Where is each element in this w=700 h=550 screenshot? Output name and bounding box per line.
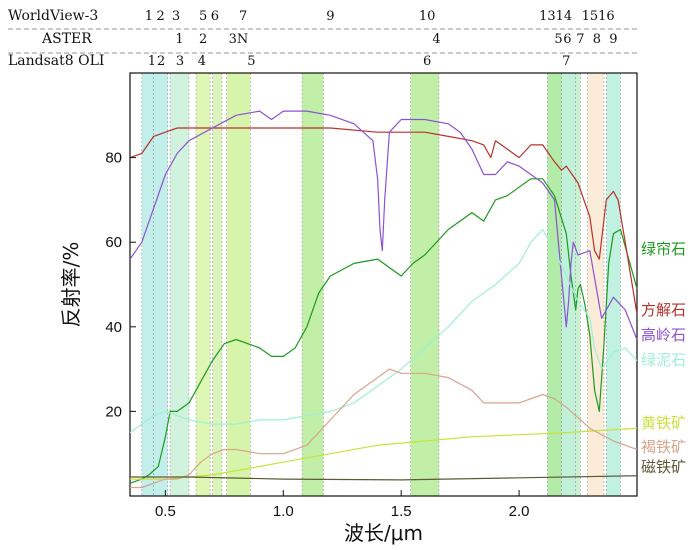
band-region-7 [302, 73, 324, 496]
band-number-label: 10 [419, 9, 436, 24]
x-tick-label: 0.5 [155, 503, 176, 520]
x-tick-label: 2.0 [509, 503, 530, 520]
band-number-label: 2 [157, 9, 165, 24]
series-label-7: 磁铁矿 [641, 458, 686, 476]
sensor-name-2: ASTER [41, 31, 92, 47]
series-line-4 [129, 228, 638, 434]
band-number-label: 3 [176, 54, 184, 69]
band-number-label: 13 [539, 9, 556, 24]
band-region-5 [212, 73, 222, 496]
band-number-label: 6 [563, 32, 571, 47]
series-line-1 [129, 178, 638, 484]
series-line-3 [129, 110, 638, 340]
series-label-1: 绿帘石 [641, 240, 686, 258]
band-number-label: 2 [157, 54, 165, 69]
series-label-4: 绿泥石 [641, 351, 686, 369]
band-number-label: 3 [172, 9, 180, 24]
y-tick-label: 20 [105, 403, 122, 420]
band-region-6 [226, 73, 251, 496]
band-regions [141, 73, 621, 496]
band-number-label: 4 [432, 32, 440, 47]
band-region-13 [606, 73, 621, 496]
band-number-label: 15 [582, 9, 599, 24]
band-number-label: 2 [199, 32, 207, 47]
series-label-3: 高岭石 [641, 326, 686, 344]
x-tick-label: 1.5 [391, 503, 412, 520]
x-tick-label: 1.0 [273, 503, 294, 520]
band-number-label: 3N [229, 32, 249, 47]
series-line-5 [130, 427, 638, 480]
band-region-10 [561, 73, 576, 496]
x-axis-label: 波长/μm [344, 521, 423, 545]
series-line-2 [129, 127, 638, 315]
band-number-label: 7 [562, 54, 570, 69]
band-number-label: 4 [198, 54, 206, 69]
band-number-label: 14 [556, 9, 573, 24]
plot-frame [129, 72, 638, 497]
band-number-label: 1 [145, 9, 153, 24]
band-number-label: 7 [239, 9, 247, 24]
band-region-8 [410, 73, 439, 496]
band-number-label: 8 [593, 32, 601, 47]
band-number-label: 5 [247, 54, 255, 69]
series-label-5: 黄铁矿 [641, 414, 686, 432]
band-number-label: 6 [211, 9, 219, 24]
y-tick-label: 80 [105, 150, 122, 167]
band-region-1 [141, 73, 154, 496]
band-number-label: 7 [576, 32, 584, 47]
y-tick-label: 40 [105, 319, 122, 336]
band-region-11 [575, 73, 581, 496]
series-line-6 [130, 368, 638, 489]
sensor-name-3: Landsat8 OLI [8, 53, 104, 69]
band-number-label: 9 [609, 32, 617, 47]
band-number-label: 6 [423, 54, 431, 69]
chart-frame [129, 72, 638, 497]
series-label-6: 褐铁矿 [641, 438, 686, 456]
y-tick-label: 60 [105, 234, 122, 251]
band-number-label: 1 [148, 54, 156, 69]
series-lines [129, 110, 638, 489]
band-number-label: 5 [554, 32, 562, 47]
series-label-2: 方解石 [641, 301, 686, 319]
band-number-label: 5 [199, 9, 207, 24]
band-region-9 [547, 73, 562, 496]
series-line-7 [130, 475, 638, 481]
band-number-label: 16 [598, 9, 615, 24]
band-region-4 [196, 73, 211, 496]
sensor-name-1: WorldView-3 [8, 8, 98, 24]
band-number-label: 1 [175, 32, 183, 47]
axes: 0.5 1.0 1.5 2.0 20 40 60 80 波长/μm 反射率/% [59, 150, 530, 545]
band-number-label: 9 [326, 9, 334, 24]
y-axis-label: 反射率/% [59, 242, 83, 328]
band-region-3 [170, 73, 189, 496]
